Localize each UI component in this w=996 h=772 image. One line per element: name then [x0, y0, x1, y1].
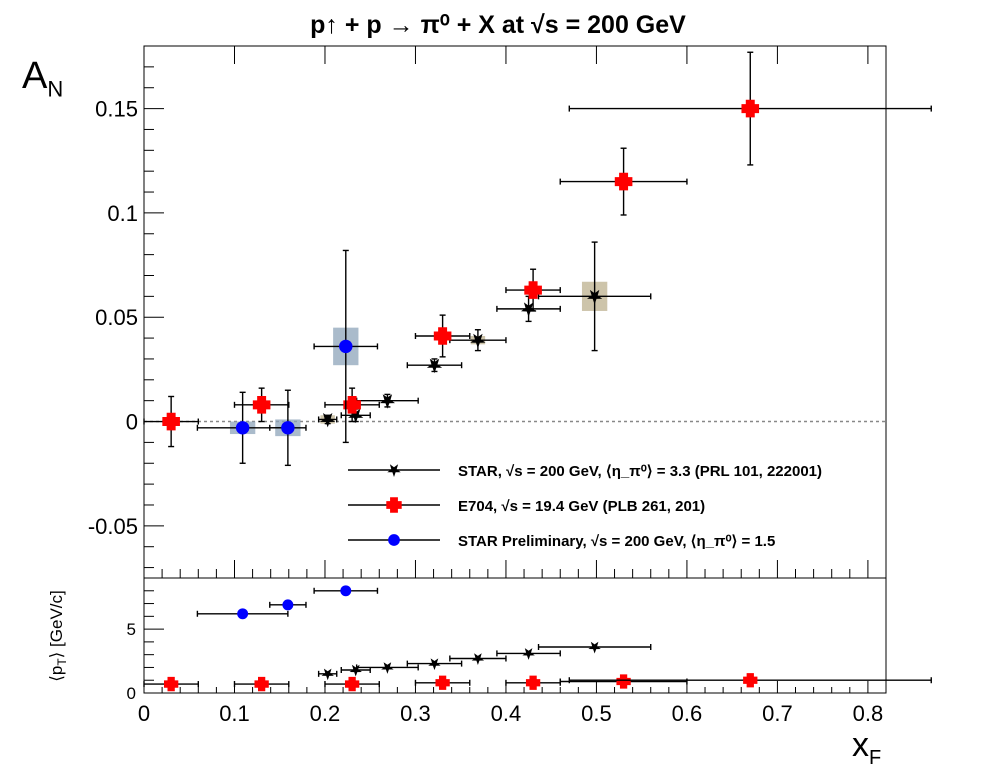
y-axis-label-an: AN — [22, 55, 64, 102]
marker-star — [320, 413, 336, 428]
marker-circle — [281, 421, 295, 435]
marker-cross — [344, 676, 360, 692]
legend-entry: E704, √s = 19.4 GeV (PLB 261, 201) — [348, 497, 705, 515]
x-tick-label: 0.5 — [581, 701, 612, 726]
marker-star — [426, 358, 443, 374]
x-tick-label: 0.2 — [310, 701, 341, 726]
x-tick-label: 0.6 — [672, 701, 703, 726]
legend: STAR, √s = 200 GeV, ⟨η_π⁰⟩ = 3.3 (PRL 10… — [348, 463, 822, 550]
marker-circle — [237, 608, 249, 620]
marker-star — [348, 408, 364, 424]
legend-label: E704, √s = 19.4 GeV (PLB 261, 201) — [458, 498, 705, 515]
legend-entry: STAR, √s = 200 GeV, ⟨η_π⁰⟩ = 3.3 (PRL 10… — [348, 463, 822, 480]
x-tick-label: 0.3 — [400, 701, 431, 726]
marker-cross — [343, 396, 361, 414]
marker-circle — [235, 421, 250, 435]
lower-plot-pt: 0 5 0 0.1 0.2 0.3 0.4 0.5 0.6 0.7 0.8 — [127, 577, 932, 726]
x-axis-label-xf: xF — [852, 726, 882, 769]
marker-cross — [254, 676, 269, 692]
marker-cross — [433, 327, 452, 345]
y-tick-label: 5 — [127, 620, 136, 639]
marker-star — [522, 648, 535, 660]
marker-cross — [435, 675, 450, 690]
y-axis-label-pt: ⟨pT⟩ [GeV/c] — [47, 590, 69, 681]
marker-star — [470, 333, 486, 349]
marker-cross — [386, 497, 402, 513]
marker-circle — [388, 534, 400, 546]
marker-cross — [163, 676, 179, 692]
y-tick-label: 0 — [126, 410, 138, 435]
marker-star — [321, 668, 334, 681]
marker-star — [521, 302, 537, 317]
series-circle — [196, 585, 379, 620]
y-tick-label: 0.05 — [95, 305, 138, 330]
marker-cross — [741, 99, 760, 118]
series-star — [317, 641, 652, 681]
marker-cross — [743, 673, 758, 688]
marker-circle — [282, 599, 294, 611]
marker-star — [387, 464, 401, 477]
marker-cross — [616, 674, 631, 689]
x-tick-label: 0 — [138, 701, 150, 726]
marker-cross — [162, 412, 180, 431]
series-cross — [143, 51, 932, 448]
marker-cross — [252, 396, 271, 414]
y-tick-label: -0.05 — [88, 514, 138, 539]
marker-cross — [525, 675, 541, 690]
marker-cross — [614, 172, 633, 191]
marker-star — [471, 653, 485, 665]
y-tick-label: 0.15 — [95, 97, 138, 122]
series-star — [317, 241, 652, 428]
y-tick-label: 0 — [127, 684, 136, 703]
x-tick-label: 0.7 — [762, 701, 793, 726]
marker-circle — [339, 339, 353, 354]
x-tick-label: 0.1 — [219, 701, 250, 726]
series-circle — [196, 249, 379, 467]
x-tick-label: 0.4 — [491, 701, 522, 726]
main-plot-an: -0.05 0 0.05 0.1 0.15 STAR, √s = 200 GeV, ⟨η_… — [88, 45, 932, 579]
marker-star — [381, 662, 394, 674]
x-tick-label: 0.8 — [853, 701, 884, 726]
legend-label: STAR, √s = 200 GeV, ⟨η_π⁰⟩ = 3.3 (PRL 10… — [458, 463, 822, 480]
legend-entry: STAR Preliminary, √s = 200 GeV, ⟨η_π⁰⟩ =… — [348, 533, 775, 550]
marker-cross — [524, 281, 542, 299]
marker-star — [428, 658, 441, 671]
marker-star — [349, 664, 362, 677]
marker-circle — [340, 585, 352, 597]
y-tick-label: 0.1 — [107, 201, 138, 226]
legend-label: STAR Preliminary, √s = 200 GeV, ⟨η_π⁰⟩ =… — [458, 533, 775, 550]
marker-star — [379, 394, 395, 409]
marker-star — [587, 289, 603, 305]
chart-title: p↑ + p → π⁰ + X at √s = 200 GeV — [310, 11, 686, 39]
marker-star — [588, 641, 601, 654]
lower-plot-frame — [143, 577, 887, 694]
